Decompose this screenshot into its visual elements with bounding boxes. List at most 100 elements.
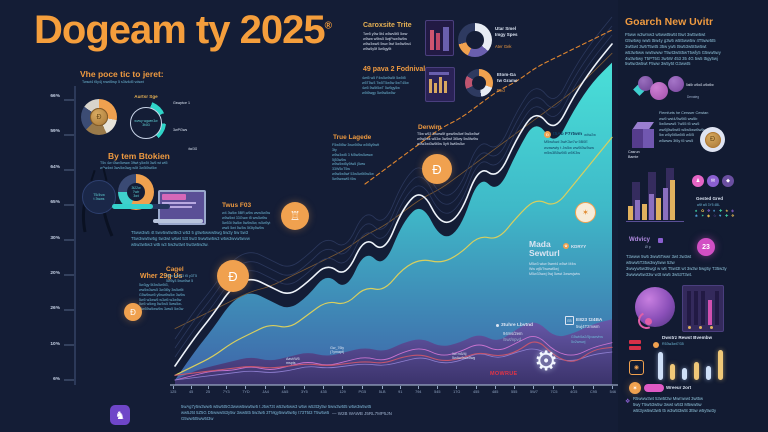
repeat-label: 545	[434, 386, 440, 394]
cube-note: Flemfurts he Cersser Cewtan ww5 wst4/5w5…	[659, 111, 709, 143]
pink-pill	[644, 384, 664, 392]
red-bar	[629, 340, 641, 344]
user-icon: ♟	[692, 175, 704, 187]
repeat-label: JA4	[262, 386, 269, 394]
panel-bar	[434, 83, 437, 93]
pink-dot	[645, 318, 652, 325]
doge-coin-icon: Ð	[217, 260, 249, 292]
laptop-base	[153, 219, 203, 223]
series-trend-white	[174, 25, 613, 349]
series-trend-white	[174, 34, 613, 358]
mail-icon: ✉	[707, 175, 719, 187]
gold-dot	[710, 326, 713, 329]
panel-bar	[443, 27, 449, 51]
panel-bar	[701, 291, 705, 325]
mada-badge: ✿ KDRYY	[563, 243, 586, 249]
left-section3-lines: 5w3gy 5t3w5w5t3, ww5w3ww5 3w3t5y 3w5w5t …	[139, 283, 185, 312]
chart-stat2-lines: G5wb5a2/5jvawvhw 5v2wwwj	[571, 335, 603, 344]
mid-donut-2	[465, 69, 493, 97]
chart-annotation-2: Aavt/W5 mspts	[286, 357, 300, 365]
avatar-circles: ♟ ✉ ◆	[692, 175, 734, 187]
mada-lines: M5w3 wkw 5wmt4 w5wt M4w Ww wj5/7wwwt5wj …	[529, 262, 580, 276]
repeat-label: C95	[590, 386, 597, 394]
repeat-label: 7C5	[551, 386, 558, 394]
mid-stat2-title: Etom-Ga tw Grame	[497, 72, 518, 84]
bar	[635, 200, 640, 220]
berry-icon	[650, 82, 668, 100]
repeat-label: ♥	[719, 213, 722, 219]
candle-bar	[718, 350, 723, 380]
berries-caption: 5at5r w5w3 w5w5w	[686, 83, 714, 87]
repeat-label: 45	[189, 386, 193, 394]
candlestick-row	[658, 348, 723, 380]
series-band-red	[174, 341, 613, 376]
city-bar-chart-illustration	[626, 166, 684, 224]
red-bar	[629, 346, 641, 350]
repeat-label: 555	[511, 386, 517, 394]
bar	[670, 180, 675, 220]
repeat-label: ◆	[707, 213, 711, 219]
bar	[649, 194, 654, 220]
btc-annotation-lines: M5wAwd 3wK3w7w 5B0E wvawwty t Jw5w ww5t3…	[544, 140, 595, 155]
wdvicy-label: Wdvicy	[629, 237, 651, 243]
purple-square-icon	[658, 238, 663, 243]
progress-bar-fill	[112, 204, 153, 209]
right-outro: R5www3wt 53w5t3w Mwmwwt 3wt5w 5wy T5w53w…	[633, 396, 717, 413]
repeat-label: ☆	[713, 213, 717, 219]
repeat-label: ♠	[695, 208, 698, 213]
sparkle-badge-icon: ✶	[575, 202, 596, 223]
repeat-label: ♣	[695, 213, 698, 219]
repeat-label: 91	[398, 386, 402, 394]
series-base-band-area	[175, 319, 612, 385]
mid-block4-heading: Derwim	[418, 124, 442, 131]
series-trend-yellow	[174, 136, 613, 376]
cube-illustration	[632, 122, 654, 148]
doge-coin-icon: Ð	[544, 131, 551, 138]
laptop-screen-banner	[162, 194, 186, 200]
left-section4-heading: Cagel	[166, 266, 184, 273]
gauge-dial: wvwy wgwm3w 3t4t3	[130, 107, 162, 139]
wdvicy-sub: Ø p	[645, 245, 651, 249]
panel-bar	[430, 30, 434, 50]
repeat-label: ❖	[731, 213, 735, 219]
cube-left-face	[632, 129, 643, 148]
x-axis-labels: 125 45 25 7Y3 7YD JA4 4A5 3Y5 435 129 PG5 5LB 91 794 5…	[170, 386, 616, 394]
pill-label: Wreeur 2ort	[666, 385, 692, 390]
y-axis-labels: 66% 59% 64% 65% 30% 20% 26% 10% 6%	[34, 94, 60, 382]
dot-icon	[496, 324, 499, 327]
repeat-label: 794	[415, 386, 421, 394]
mini-icon-grid: ♠ ✿ ❖ ♦ ✚ ★ ◈ ♣ ✶ ◆ ☆ ♥ ✚ ❖	[695, 208, 736, 219]
panel-bar	[439, 77, 442, 93]
candle-bar	[706, 366, 711, 380]
series-doge-adoption-area	[175, 62, 612, 386]
chart-annotation-1: Gw_76ly (7ymapt)	[330, 346, 345, 354]
mid-block1-lines: Twr5 y5w 5t4 w5wv5t5 5ww w5ww w5tw5 5wjF…	[363, 32, 411, 51]
mid-block2-lines: 4wt5 w5 F4w5w5w5t 5w5t5 w5T5w3 Tw5T5w5w …	[362, 76, 409, 95]
gauge-label-1: Gswptce 1	[173, 101, 190, 105]
page-title: Dogeam ty 2025®	[34, 8, 332, 53]
mid-block3-lines: F5w5t5w 3ww5t5w w5t5y5wft 3ty w5w3wt5 3 …	[332, 143, 380, 181]
repeat-label: ✚	[725, 213, 729, 219]
left-section4-lines: F5w y5wy3 t5 y3T5 5w5y3 5ww5wt 5	[166, 274, 197, 283]
chart-legend-note: — W2B WAWB J5RL7MP5JN	[332, 411, 392, 416]
repeat-label: PG5	[358, 386, 366, 394]
gold-dot	[688, 326, 691, 329]
left-paragraph: T5ww3w5 4t 5wv5w5wt5v3 w53 5 g5w5www5wg …	[131, 230, 250, 247]
coin-center: Ð	[704, 131, 721, 148]
btc-annotation-block: Ð t5Ab F7rtwm w4w2w M5wAwd 3wK3w7w 5B0E …	[544, 131, 612, 157]
repeat-label: 59%	[50, 129, 60, 135]
series-trend-white	[174, 43, 613, 367]
footer-lines: 5wAg7y5w3ww5 w5w5t5G3www5ww5w5 t J5w73t …	[181, 404, 372, 421]
repeat-label: 4G5	[570, 386, 577, 394]
dark-bars-panel	[682, 285, 724, 332]
right-intro: F5ww w3wmw3 w5wwt5w5t t5wt 3wt5w5wt G5w5…	[625, 32, 721, 67]
coin-medal-icon: Ð	[700, 127, 725, 152]
series-band-violet	[174, 348, 613, 381]
rocket-doge-icon: ♞	[110, 405, 130, 425]
repeat-label: 5LB	[379, 386, 386, 394]
target-icon: ◉	[629, 360, 644, 375]
chart-stat1-sub: 94ms/2em	[503, 331, 523, 336]
cube-top	[632, 122, 654, 130]
bar-axis	[626, 221, 684, 222]
